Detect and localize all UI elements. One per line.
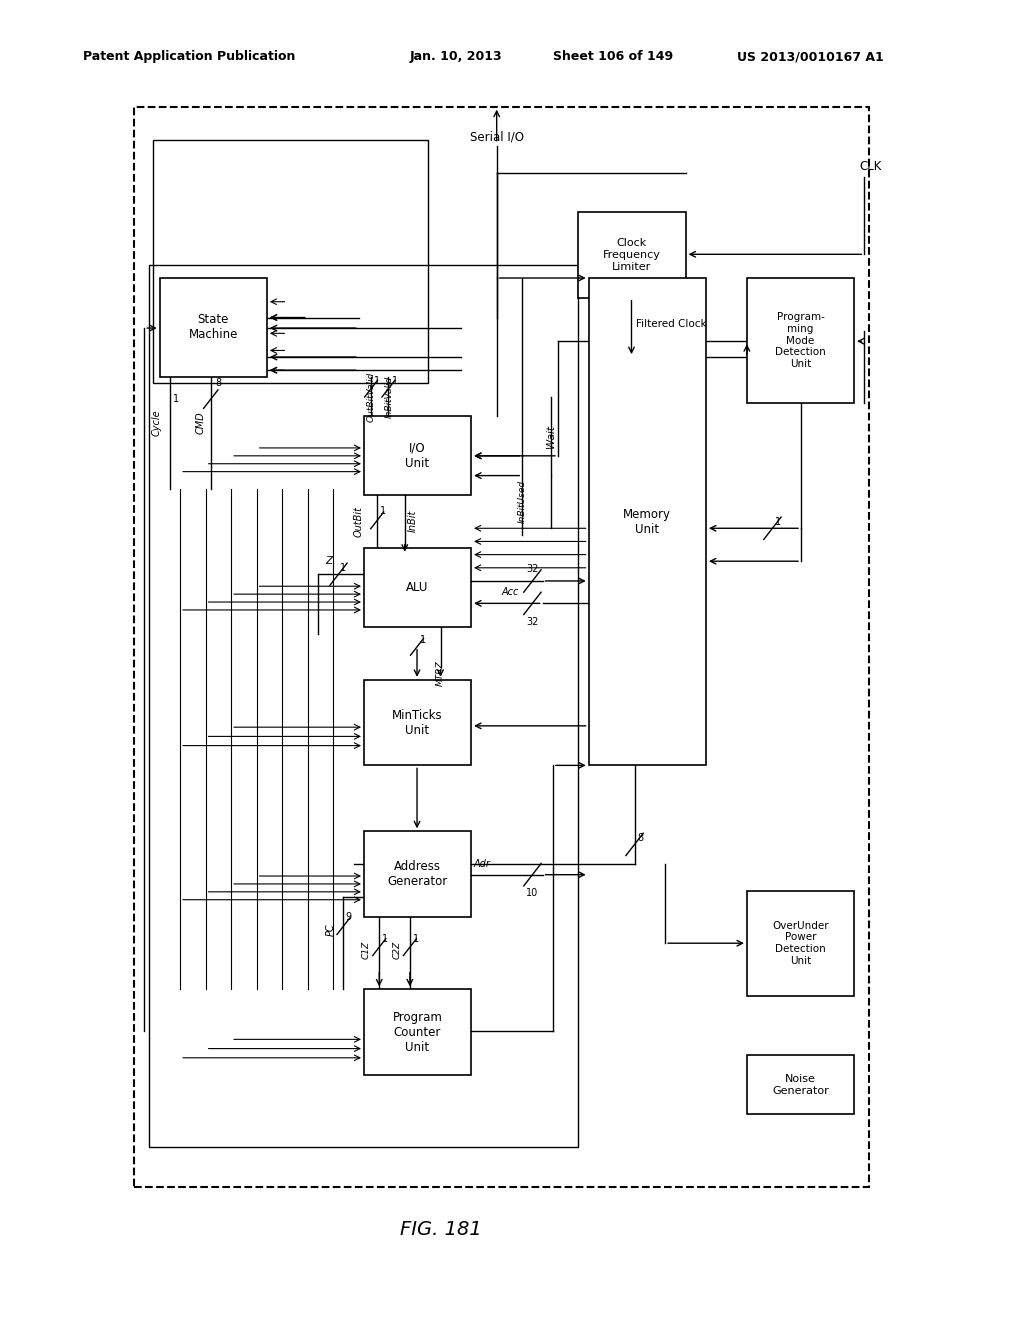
Bar bbox=[364, 680, 471, 766]
Text: 1: 1 bbox=[380, 506, 386, 516]
Text: 1: 1 bbox=[774, 516, 780, 527]
Text: 1: 1 bbox=[413, 935, 419, 944]
Text: Serial I/O: Serial I/O bbox=[470, 131, 523, 144]
Text: InBitValid: InBitValid bbox=[384, 375, 393, 417]
Text: Program-
ming
Mode
Detection
Unit: Program- ming Mode Detection Unit bbox=[775, 313, 826, 368]
Text: Jan. 10, 2013: Jan. 10, 2013 bbox=[410, 50, 503, 63]
Text: OverUnder
Power
Detection
Unit: OverUnder Power Detection Unit bbox=[772, 921, 828, 966]
Bar bbox=[579, 213, 686, 298]
Text: Clock
Frequency
Limiter: Clock Frequency Limiter bbox=[603, 239, 660, 272]
Text: Adr: Adr bbox=[473, 859, 490, 870]
Text: Filtered Clock: Filtered Clock bbox=[636, 319, 707, 329]
Text: Noise
Generator: Noise Generator bbox=[772, 1074, 828, 1096]
Text: Program
Counter
Unit: Program Counter Unit bbox=[392, 1011, 442, 1053]
Text: 32: 32 bbox=[526, 616, 539, 627]
Text: 8: 8 bbox=[216, 379, 222, 388]
Text: 1: 1 bbox=[340, 562, 346, 573]
Text: Z: Z bbox=[325, 556, 332, 566]
Bar bbox=[160, 279, 267, 376]
Text: 1: 1 bbox=[173, 395, 179, 404]
Text: InBit: InBit bbox=[408, 510, 418, 532]
Text: OutBitValid: OutBitValid bbox=[367, 371, 376, 421]
Text: MTRZ: MTRZ bbox=[436, 660, 445, 685]
Text: Sheet 106 of 149: Sheet 106 of 149 bbox=[553, 50, 673, 63]
Text: 1: 1 bbox=[420, 635, 426, 645]
Bar bbox=[364, 989, 471, 1074]
Bar bbox=[153, 140, 428, 383]
Bar bbox=[134, 107, 869, 1187]
Text: Acc: Acc bbox=[502, 587, 519, 597]
Text: Cycle: Cycle bbox=[152, 409, 162, 436]
Text: CMD: CMD bbox=[196, 412, 206, 434]
Text: State
Machine: State Machine bbox=[188, 313, 238, 342]
Text: PC: PC bbox=[326, 924, 335, 936]
Text: Wait: Wait bbox=[546, 425, 556, 447]
Text: Address
Generator: Address Generator bbox=[387, 861, 447, 888]
Bar bbox=[746, 279, 854, 403]
Text: InBitUsed: InBitUsed bbox=[518, 480, 526, 524]
Text: 8: 8 bbox=[638, 833, 644, 843]
Bar bbox=[746, 1055, 854, 1114]
Text: ALU: ALU bbox=[407, 581, 429, 594]
Text: US 2013/0010167 A1: US 2013/0010167 A1 bbox=[736, 50, 884, 63]
Text: 32: 32 bbox=[526, 565, 539, 574]
Text: CLK: CLK bbox=[859, 160, 882, 173]
Bar bbox=[364, 548, 471, 627]
Text: MinTicks
Unit: MinTicks Unit bbox=[392, 709, 442, 737]
Text: 1: 1 bbox=[374, 376, 380, 385]
Bar bbox=[746, 891, 854, 995]
Text: C1Z: C1Z bbox=[362, 941, 371, 958]
Bar bbox=[150, 265, 579, 1147]
Text: OutBit: OutBit bbox=[354, 506, 364, 537]
Text: 10: 10 bbox=[526, 888, 539, 898]
Text: Patent Application Publication: Patent Application Publication bbox=[83, 50, 296, 63]
Bar bbox=[589, 279, 706, 766]
Text: 9: 9 bbox=[345, 912, 351, 921]
Text: I/O
Unit: I/O Unit bbox=[406, 442, 430, 470]
Bar bbox=[364, 832, 471, 917]
Text: C2Z: C2Z bbox=[393, 941, 401, 958]
Text: FIG. 181: FIG. 181 bbox=[399, 1220, 481, 1238]
Text: 1: 1 bbox=[382, 935, 388, 944]
Text: 1: 1 bbox=[391, 376, 397, 385]
Text: Memory
Unit: Memory Unit bbox=[624, 508, 672, 536]
Bar bbox=[364, 416, 471, 495]
